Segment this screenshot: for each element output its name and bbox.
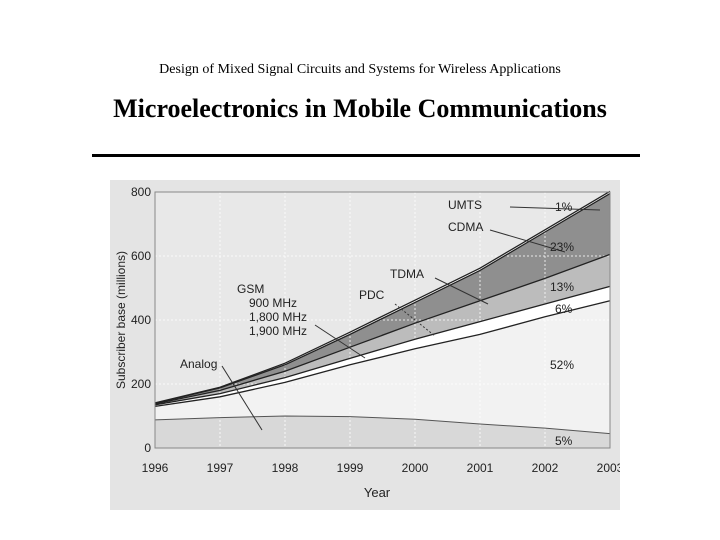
- share-umts: 1%: [555, 200, 573, 214]
- x-tick-1999: 1999: [337, 461, 364, 475]
- area-gsm: [155, 300, 610, 434]
- share-gsm: 52%: [550, 358, 574, 372]
- subscriber-chart: UMTS CDMA TDMA PDC GSM 900 MHz 1,800 MHz…: [114, 185, 624, 500]
- label-tdma: TDMA: [390, 267, 424, 281]
- y-tick-200: 200: [131, 377, 151, 391]
- y-axis-label: Subscriber base (millions): [114, 251, 128, 389]
- x-tick-2002: 2002: [532, 461, 559, 475]
- leader-tdma: [434, 277, 489, 305]
- y-tick-800: 800: [131, 185, 151, 199]
- x-tick-2001: 2001: [467, 461, 494, 475]
- share-analog: 5%: [555, 434, 573, 448]
- x-tick-1996: 1996: [142, 461, 169, 475]
- label-gsm-1900: 1,900 MHz: [249, 324, 307, 338]
- chart-figure: UMTS CDMA TDMA PDC GSM 900 MHz 1,800 MHz…: [110, 180, 624, 510]
- x-axis-label: Year: [364, 485, 391, 500]
- line-cdma: [154, 193, 611, 404]
- line-tdma: [154, 253, 611, 405]
- plot-border: [154, 191, 611, 449]
- label-gsm-900: 900 MHz: [249, 296, 297, 310]
- slide-title: Microelectronics in Mobile Communication…: [113, 94, 607, 123]
- y-tick-400: 400: [131, 313, 151, 327]
- line-pdc: [154, 285, 611, 406]
- label-umts: UMTS: [448, 198, 482, 212]
- x-tick-2003: 2003: [597, 461, 620, 475]
- leader-analog: [221, 365, 263, 431]
- label-gsm-1800: 1,800 MHz: [249, 310, 307, 324]
- label-pdc: PDC: [359, 288, 385, 302]
- slide-subtitle: Design of Mixed Signal Circuits and Syst…: [159, 62, 561, 77]
- y-tick-0: 0: [144, 441, 151, 455]
- share-tdma: 13%: [550, 280, 574, 294]
- line-umts: [154, 190, 611, 404]
- boundary-lines: [154, 190, 611, 435]
- x-tick-labels: 1996 1997 1998 1999 2000 2001 2002 2003: [142, 461, 624, 475]
- leader-pdc: [394, 303, 436, 337]
- label-gsm: GSM: [237, 282, 264, 296]
- x-tick-1998: 1998: [272, 461, 299, 475]
- leader-umts: [509, 206, 601, 211]
- leader-lines: [221, 206, 601, 431]
- area-analog: [155, 416, 610, 448]
- label-analog: Analog: [180, 357, 217, 371]
- line-analog: [154, 415, 611, 435]
- x-tick-1997: 1997: [207, 461, 234, 475]
- title-divider: [92, 154, 640, 157]
- label-cdma: CDMA: [448, 220, 483, 234]
- line-gsm: [154, 300, 611, 408]
- x-tick-2000: 2000: [402, 461, 429, 475]
- share-cdma: 23%: [550, 240, 574, 254]
- leader-gsm: [314, 324, 366, 359]
- y-tick-labels: 0 200 400 600 800: [131, 185, 151, 455]
- y-tick-600: 600: [131, 249, 151, 263]
- area-layers: [155, 191, 610, 448]
- leader-cdma: [489, 229, 566, 253]
- share-pdc: 6%: [555, 302, 573, 316]
